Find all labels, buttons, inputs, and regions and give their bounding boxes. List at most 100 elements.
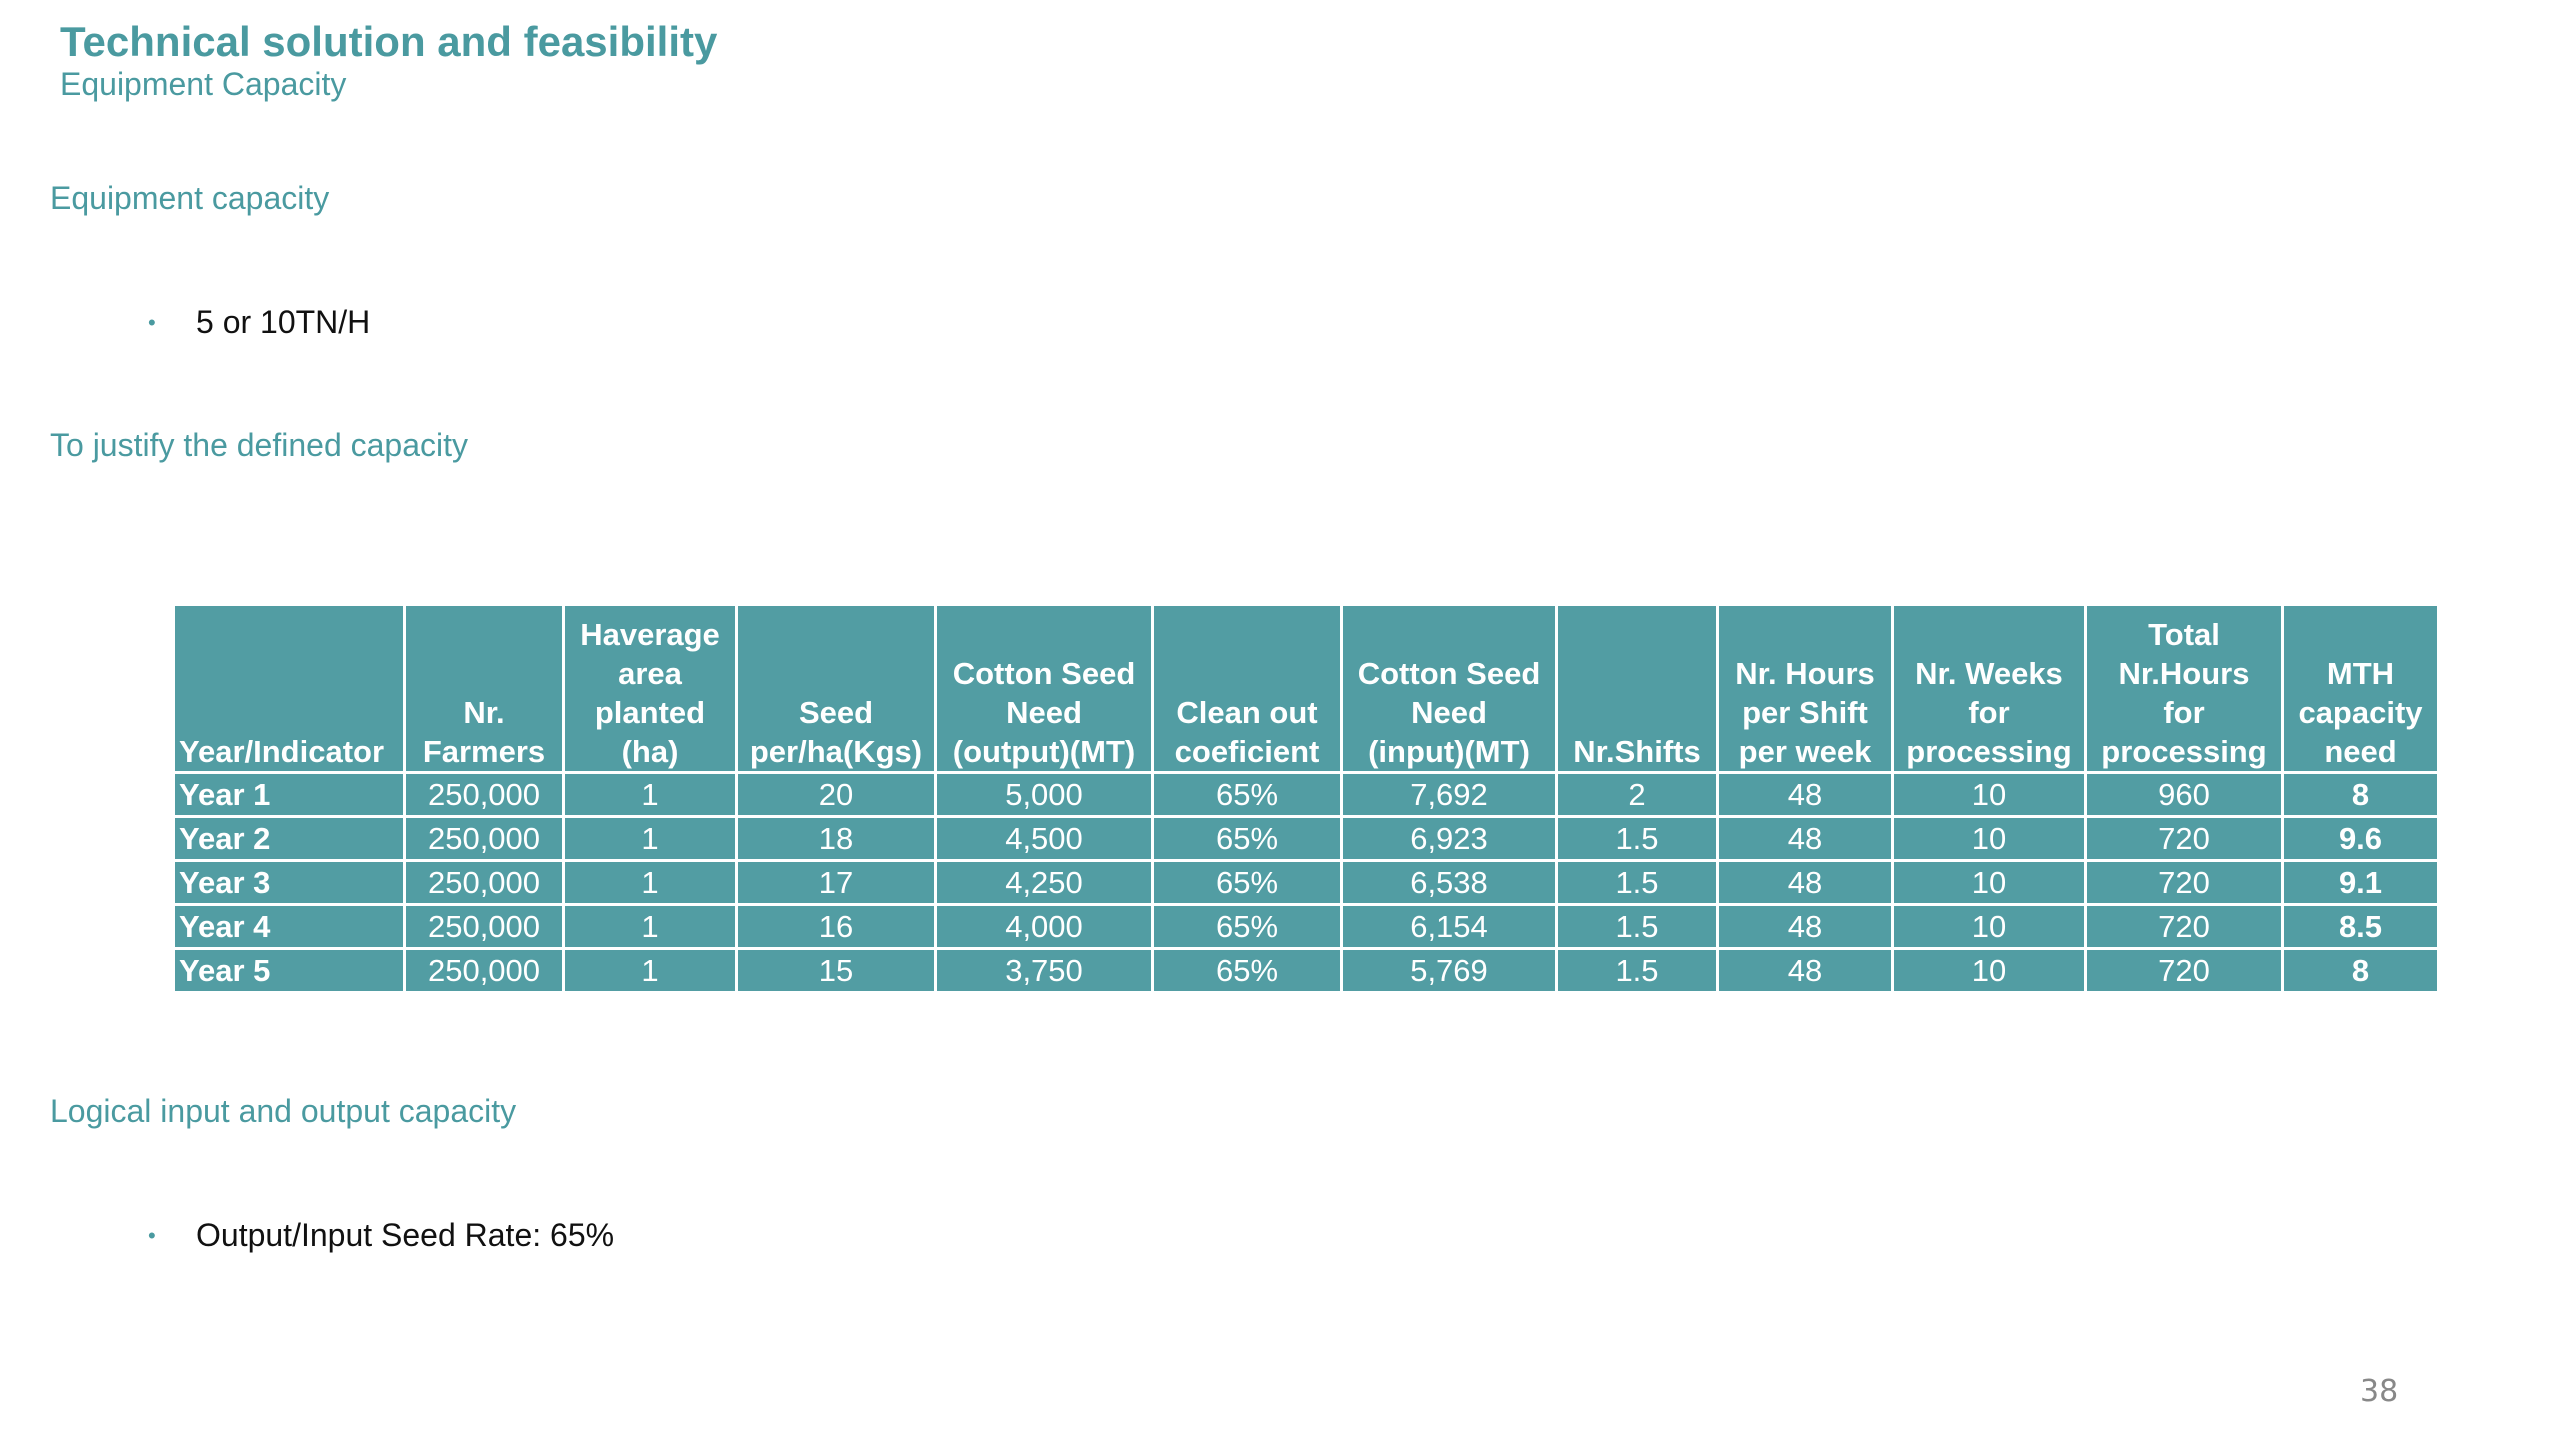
table-cell: 10	[1891, 859, 2087, 906]
table-cell: 1.5	[1555, 815, 1719, 862]
table-cell: 5,769	[1340, 947, 1558, 994]
table-header-cell: Cotton Seed Need (input)(MT)	[1340, 603, 1558, 774]
table-cell: 18	[735, 815, 937, 862]
header-line: processing	[1906, 734, 2072, 769]
table-cell: 10	[1891, 947, 2087, 994]
table-cell: 48	[1716, 903, 1894, 950]
header-line: Need	[1411, 695, 1487, 730]
header-line: Nr. Weeks	[1915, 656, 2063, 691]
table-cell: 48	[1716, 771, 1894, 818]
table-cell: 5,000	[934, 771, 1154, 818]
header-line: Seed	[798, 695, 874, 730]
seed-rate-bullet: • Output/Input Seed Rate: 65%	[148, 1217, 614, 1254]
table-header-cell: Cotton Seed Need (output)(MT)	[934, 603, 1154, 774]
header-line: Nr.	[463, 695, 505, 730]
header-line: Nr.Hours	[2118, 656, 2250, 691]
header-line: Cotton Seed	[952, 656, 1136, 691]
mth-capacity-cell: 9.1	[2281, 859, 2440, 906]
table-cell: 720	[2084, 947, 2284, 994]
header-line: Farmers	[422, 734, 546, 769]
table-cell: 1.5	[1555, 859, 1719, 906]
year-cell: Year 2	[172, 815, 406, 862]
table-header-cell: Haverage area planted (ha)	[562, 603, 738, 774]
table-cell: 1.5	[1555, 903, 1719, 950]
table-cell: 65%	[1151, 815, 1343, 862]
header-line: need	[2324, 734, 2397, 769]
table-cell: 10	[1891, 903, 2087, 950]
table-cell: 6,154	[1340, 903, 1558, 950]
table-cell: 250,000	[403, 903, 565, 950]
header-line: per Shift	[1742, 695, 1868, 730]
table-cell: 4,250	[934, 859, 1154, 906]
table-row: Year 1 250,000 1 20 5,000 65% 7,692 2 48 10 960 8	[172, 771, 2440, 818]
table-header-cell: Year/Indicator	[172, 603, 406, 774]
header-line: Cotton Seed	[1357, 656, 1541, 691]
header-line: Clean out	[1176, 695, 1318, 730]
year-cell: Year 3	[172, 859, 406, 906]
equipment-capacity-bullet: • 5 or 10TN/H	[148, 304, 370, 341]
table-header-cell: Nr. Farmers	[403, 603, 565, 774]
slide-title: Technical solution and feasibility	[60, 18, 718, 65]
table-cell: 2	[1555, 771, 1719, 818]
table-header-cell: Nr. Hours per Shift per week	[1716, 603, 1894, 774]
bullet-dot-icon: •	[148, 1222, 156, 1248]
table-cell: 1	[562, 903, 738, 950]
header-line: for	[1968, 695, 2010, 730]
header-line: capacity	[2298, 695, 2423, 730]
table-cell: 65%	[1151, 903, 1343, 950]
year-cell: Year 5	[172, 947, 406, 994]
header-line: Total	[2148, 617, 2220, 652]
capacity-table-wrapper: Year/Indicator Nr. Farmers Haverage area plan…	[172, 603, 2440, 994]
justify-capacity-heading: To justify the defined capacity	[50, 427, 469, 463]
table-cell: 20	[735, 771, 937, 818]
table-cell: 1	[562, 859, 738, 906]
table-cell: 250,000	[403, 815, 565, 862]
table-row: Year 4 250,000 1 16 4,000 65% 6,154 1.5 48 10 720 8…	[172, 903, 2440, 950]
table-cell: 720	[2084, 859, 2284, 906]
table-row: Year 5 250,000 1 15 3,750 65% 5,769 1.5 48 10 720 8	[172, 947, 2440, 994]
table-cell: 4,000	[934, 903, 1154, 950]
header-line: Nr.Shifts	[1573, 734, 1701, 769]
table-cell: 250,000	[403, 771, 565, 818]
header-line: coeficient	[1174, 734, 1320, 769]
table-cell: 6,923	[1340, 815, 1558, 862]
table-cell: 48	[1716, 815, 1894, 862]
table-cell: 16	[735, 903, 937, 950]
table-cell: 720	[2084, 903, 2284, 950]
equipment-capacity-heading: Equipment capacity	[50, 180, 330, 216]
table-cell: 65%	[1151, 771, 1343, 818]
table-cell: 6,538	[1340, 859, 1558, 906]
slide-subtitle: Equipment Capacity	[60, 66, 347, 102]
header-line: (output)(MT)	[952, 734, 1136, 769]
table-cell: 4,500	[934, 815, 1154, 862]
table-row: Year 2 250,000 1 18 4,500 65% 6,923 1.5 48 10 720 9…	[172, 815, 2440, 862]
table-cell: 1	[562, 815, 738, 862]
table-cell: 250,000	[403, 859, 565, 906]
table-cell: 7,692	[1340, 771, 1558, 818]
table-body: Year 1 250,000 1 20 5,000 65% 7,692 2 48 10 960 8 Ye…	[172, 771, 2440, 994]
logical-capacity-heading: Logical input and output capacity	[50, 1093, 517, 1129]
header-line: MTH	[2326, 656, 2395, 691]
mth-capacity-cell: 9.6	[2281, 815, 2440, 862]
header-line: Haverage	[580, 617, 720, 652]
table-header-cell: Nr.Shifts	[1555, 603, 1719, 774]
table-cell: 10	[1891, 815, 2087, 862]
bullet-text: Output/Input Seed Rate: 65%	[196, 1217, 615, 1253]
table-cell: 720	[2084, 815, 2284, 862]
table-header-cell: Total Nr.Hours for processing	[2084, 603, 2284, 774]
page-number: 38	[2360, 1374, 2399, 1409]
table-cell: 48	[1716, 859, 1894, 906]
table-header-cell: Clean out coeficient	[1151, 603, 1343, 774]
table-cell: 1.5	[1555, 947, 1719, 994]
header-line: Need	[1006, 695, 1082, 730]
header-line: Nr. Hours	[1735, 656, 1875, 691]
table-cell: 65%	[1151, 859, 1343, 906]
table-header-row: Year/Indicator Nr. Farmers Haverage area plan…	[172, 603, 2440, 774]
header-line: processing	[2101, 734, 2267, 769]
header-line: Year/Indicator	[179, 734, 385, 769]
year-cell: Year 4	[172, 903, 406, 950]
table-cell: 250,000	[403, 947, 565, 994]
mth-capacity-cell: 8.5	[2281, 903, 2440, 950]
table-header-cell: Nr. Weeks for processing	[1891, 603, 2087, 774]
table-cell: 15	[735, 947, 937, 994]
